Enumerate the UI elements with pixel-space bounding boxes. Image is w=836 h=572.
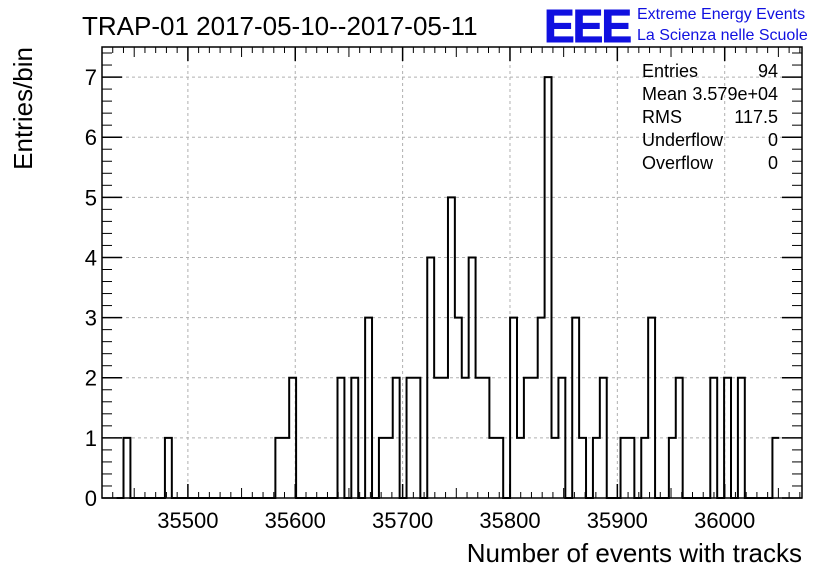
histogram-bin bbox=[365, 318, 372, 498]
x-axis-label: Number of events with tracks bbox=[467, 538, 802, 568]
y-tick-labels: 0 1 2 3 4 5 6 7 bbox=[85, 65, 97, 511]
stats-label: Entries bbox=[642, 61, 698, 81]
histogram-bin bbox=[669, 438, 676, 498]
stats-label: Underflow bbox=[642, 130, 724, 150]
y-tick-label: 1 bbox=[85, 426, 97, 451]
eee-logo: EEE Extreme Energy Events La Scienza nel… bbox=[544, 0, 808, 53]
histogram-bin bbox=[124, 438, 131, 498]
x-tick-label: 35900 bbox=[587, 508, 648, 533]
stats-value: 94 bbox=[758, 61, 778, 81]
grid bbox=[102, 47, 802, 498]
histogram-bin bbox=[489, 438, 496, 498]
histogram-bin bbox=[648, 318, 655, 498]
stats-value: 0 bbox=[768, 130, 778, 150]
plot-frame bbox=[101, 46, 803, 499]
y-tick-label: 4 bbox=[85, 245, 97, 270]
histogram-bin bbox=[510, 318, 517, 498]
y-tick-label: 6 bbox=[85, 125, 97, 150]
x-tick-label: 35700 bbox=[372, 508, 433, 533]
eee-logo-line1: Extreme Energy Events bbox=[637, 6, 805, 23]
stats-value: 3.579e+04 bbox=[692, 84, 778, 104]
histogram-bin bbox=[538, 318, 545, 498]
y-tick-label: 0 bbox=[85, 486, 97, 511]
histogram-bin bbox=[627, 438, 634, 498]
histogram-bin bbox=[275, 438, 282, 498]
histogram-bin bbox=[552, 438, 559, 498]
stats-label: Overflow bbox=[642, 153, 714, 173]
eee-logo-mark: EEE bbox=[544, 0, 630, 52]
chart-title: TRAP-01 2017-05-10--2017-05-11 bbox=[82, 11, 478, 41]
histogram-bin bbox=[448, 197, 455, 498]
stats-label: RMS bbox=[642, 107, 682, 127]
histogram-bin bbox=[386, 438, 393, 498]
x-tick-label: 35600 bbox=[265, 508, 326, 533]
histogram-bin bbox=[545, 77, 552, 498]
x-tick-label: 35500 bbox=[157, 508, 218, 533]
x-tick-label: 35800 bbox=[479, 508, 540, 533]
histogram-bin bbox=[621, 438, 628, 498]
eee-logo-line2: La Scienza nelle Scuole bbox=[637, 27, 808, 44]
y-tick-label: 2 bbox=[85, 366, 97, 391]
histogram-bin bbox=[641, 438, 648, 498]
x-tick-labels: 35500 35600 35700 35800 35900 36000 bbox=[157, 508, 755, 533]
histogram-bin bbox=[379, 438, 386, 498]
histogram-bin bbox=[593, 438, 600, 498]
x-tick-label: 36000 bbox=[694, 508, 755, 533]
y-tick-label: 5 bbox=[85, 185, 97, 210]
y-tick-label: 3 bbox=[85, 306, 97, 331]
histogram-bin bbox=[517, 438, 524, 498]
histogram-bin bbox=[579, 438, 586, 498]
stats-value: 0 bbox=[768, 153, 778, 173]
y-axis-label: Entries/bin bbox=[8, 47, 38, 170]
histogram-bin bbox=[455, 318, 462, 498]
histogram-bin bbox=[282, 438, 289, 498]
y-tick-label: 7 bbox=[85, 65, 97, 90]
histogram-bin bbox=[496, 438, 503, 498]
histogram-bin bbox=[165, 438, 172, 498]
stats-value: 117.5 bbox=[734, 107, 778, 127]
stats-label: Mean bbox=[642, 84, 687, 104]
histogram-bin bbox=[572, 318, 579, 498]
axis-ticks bbox=[102, 47, 802, 499]
stats-box: Entries 94 Mean 3.579e+04 RMS 117.5 Underflow 0… bbox=[642, 61, 778, 173]
